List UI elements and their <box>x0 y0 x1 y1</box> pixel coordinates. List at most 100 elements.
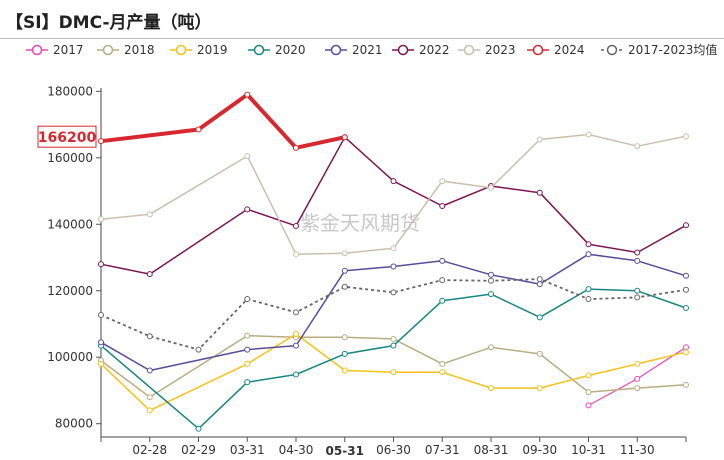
data-point-2019 <box>536 385 543 392</box>
data-point-2023 <box>98 216 104 223</box>
legend-label-2023: 2023 <box>485 43 516 57</box>
data-point-2022 <box>244 206 251 213</box>
data-point-2017-2023均值 <box>146 333 153 340</box>
data-point-2023 <box>439 178 446 185</box>
data-point-2020 <box>488 291 494 298</box>
data-point-2018 <box>341 334 348 341</box>
y-tick-label: 180000 <box>47 84 93 98</box>
data-point-2017-2023均值 <box>244 296 251 303</box>
legend-label-2024: 2024 <box>554 43 585 57</box>
data-point-2019 <box>293 330 299 337</box>
highlight-value-label: 166200 <box>38 130 97 146</box>
data-point-2023 <box>488 184 494 191</box>
data-point-2022 <box>585 241 592 248</box>
series-line-2018 <box>100 334 687 398</box>
legend-marker-2018 <box>102 44 114 56</box>
data-point-2022 <box>536 189 543 196</box>
legend-marker-2020 <box>253 44 265 56</box>
legend-marker-2022 <box>397 44 409 56</box>
data-point-2022 <box>293 222 299 229</box>
data-point-2017 <box>683 344 689 351</box>
data-point-2021 <box>244 346 251 353</box>
data-point-2018 <box>683 381 689 388</box>
data-point-2018 <box>146 394 153 401</box>
data-point-2020 <box>585 286 592 293</box>
legend-marker-2017-2023均值 <box>606 44 618 56</box>
x-tick-label-highlight: 05-31 <box>326 444 364 458</box>
series-line-2020 <box>100 288 687 430</box>
data-point-2019 <box>488 385 494 392</box>
y-tick-label: 80000 <box>55 417 93 431</box>
data-point-2020 <box>390 342 397 349</box>
page-title: 【SI】DMC-月产量（吨） <box>6 13 212 33</box>
legend-marker-2023 <box>463 44 475 56</box>
data-point-2024 <box>341 134 348 141</box>
x-tick-label: 08-31 <box>474 443 509 457</box>
data-point-2022 <box>146 271 153 278</box>
data-point-2021 <box>98 339 104 346</box>
data-point-2019 <box>98 360 104 367</box>
data-point-2021 <box>146 367 153 374</box>
data-point-2017-2023均值 <box>195 346 202 353</box>
data-point-2021 <box>488 271 494 278</box>
data-point-2017-2023均值 <box>439 277 446 284</box>
data-point-2017-2023均值 <box>390 289 397 296</box>
x-tick-label: 03-31 <box>230 443 265 457</box>
x-tick-label: 10-31 <box>571 443 606 457</box>
title-divider <box>0 38 724 39</box>
data-point-2022 <box>683 222 689 229</box>
data-point-2023 <box>390 245 397 252</box>
x-tick-label: 09-30 <box>522 443 557 457</box>
legend-marker-2021 <box>330 44 342 56</box>
data-point-2018 <box>536 350 543 357</box>
data-point-2024 <box>293 144 299 151</box>
data-point-2019 <box>341 367 348 374</box>
data-point-2021 <box>683 272 689 279</box>
data-point-2017-2023均值 <box>341 283 348 290</box>
data-point-2017 <box>585 402 592 409</box>
data-point-2024 <box>98 138 104 145</box>
legend-label-2019: 2019 <box>197 43 228 57</box>
legend-label-2018: 2018 <box>124 43 155 57</box>
data-point-2023 <box>683 133 689 140</box>
data-point-2021 <box>341 267 348 274</box>
series-line-2021 <box>100 253 687 372</box>
x-tick-label: 04-30 <box>279 443 314 457</box>
data-point-2021 <box>293 342 299 349</box>
legend-label-2017: 2017 <box>53 43 84 57</box>
data-point-2021 <box>390 263 397 270</box>
data-point-2019 <box>244 360 251 367</box>
y-tick-label: 160000 <box>47 151 93 165</box>
data-point-2018 <box>244 332 251 339</box>
data-point-2020 <box>536 314 543 321</box>
data-point-2019 <box>439 369 446 376</box>
data-point-2017-2023均值 <box>488 277 494 284</box>
legend-label-2020: 2020 <box>275 43 306 57</box>
data-point-2020 <box>341 350 348 357</box>
data-point-2019 <box>390 369 397 376</box>
legend-marker-2019 <box>175 44 187 56</box>
highlight-value-box <box>37 125 97 148</box>
x-tick-label: 02-28 <box>132 443 167 457</box>
data-point-2023 <box>341 250 348 257</box>
data-point-2020 <box>683 305 689 312</box>
data-point-2022 <box>634 249 641 256</box>
x-tick-label: 07-31 <box>425 443 460 457</box>
series-line-2022 <box>100 136 687 275</box>
data-point-2020 <box>634 287 641 294</box>
legend-marker-2017 <box>31 44 43 56</box>
data-point-2021 <box>536 281 543 288</box>
data-point-2018 <box>439 360 446 367</box>
data-point-2017-2023均值 <box>634 294 641 301</box>
data-point-2022 <box>98 261 104 268</box>
data-point-2022 <box>390 178 397 185</box>
series-line-2023 <box>100 133 687 255</box>
data-point-2020 <box>439 297 446 304</box>
y-tick-label: 120000 <box>47 284 93 298</box>
data-point-2020 <box>195 425 202 432</box>
series-line-2024 <box>100 92 346 150</box>
data-point-2023 <box>536 136 543 143</box>
data-point-2018 <box>390 335 397 342</box>
data-point-2020 <box>244 379 251 386</box>
